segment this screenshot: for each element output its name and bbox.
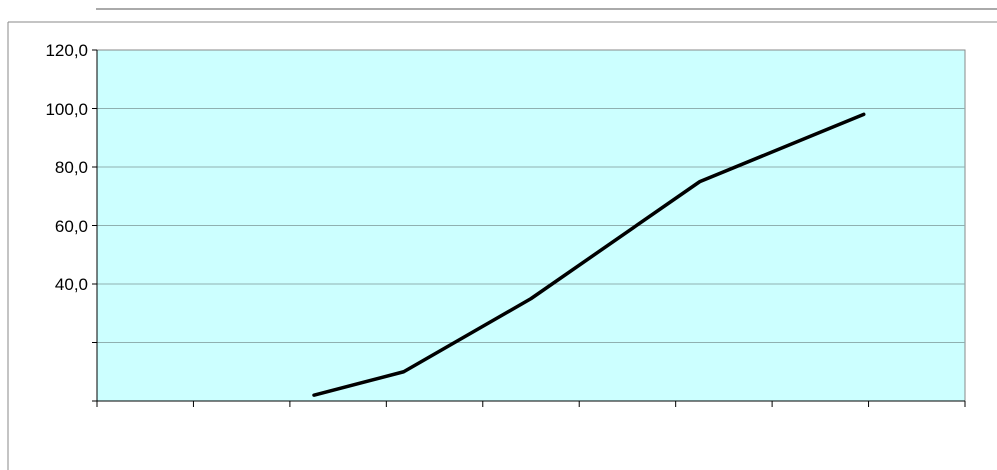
y-tick-label: 80,0: [55, 158, 88, 177]
y-axis: [92, 49, 98, 402]
y-tick-label: 100,0: [45, 100, 88, 119]
y-tick-label: 40,0: [55, 275, 88, 294]
series-group: [312, 112, 866, 397]
x-axis: [96, 400, 966, 407]
y-tick-label: 120,0: [45, 41, 88, 60]
y-tick-labels: 120,0 100,0 80,0 60,0 40,0: [45, 41, 88, 294]
series-line: [312, 112, 866, 397]
gridlines: [97, 108, 965, 343]
y-tick-label: 60,0: [55, 217, 88, 236]
